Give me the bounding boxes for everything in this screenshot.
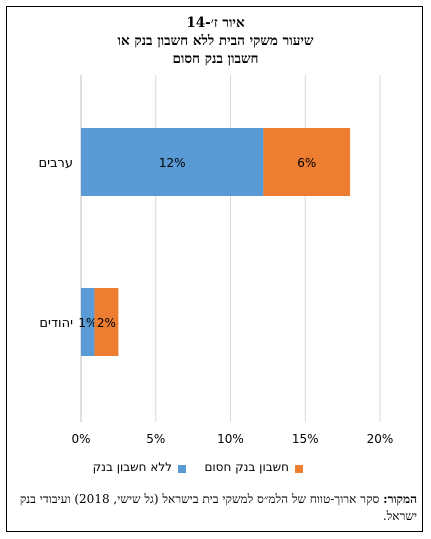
data-label: 12%: [159, 156, 186, 170]
bar-segment: [81, 128, 264, 196]
data-label: 2%: [97, 316, 116, 330]
legend-label-no-account: ללא חשבון בנק: [92, 460, 172, 474]
source-label: המקור:: [383, 492, 417, 506]
stacked-bar-chart: 0% 5% 10% 15% 20% 12% 6% ערבים 1% 2% יהודים: [38, 75, 394, 446]
legend-swatch-blocked-account: [295, 465, 303, 473]
legend-label-blocked-account: חשבון בנק חסום: [204, 460, 289, 474]
data-label: 6%: [297, 156, 316, 170]
x-tick-label: 20%: [367, 432, 394, 446]
chart-title: שיעור משקי הבית ללא חשבון בנק או: [117, 33, 314, 49]
source-text: סקר ארוך-טווח של הלמ״ס למשקי בית בישראל …: [19, 492, 417, 523]
data-label: 1%: [78, 316, 97, 330]
source-note: המקור: סקר ארוך-טווח של הלמ״ס למשקי בית …: [14, 491, 417, 525]
figure-number: איור ז׳-14: [186, 15, 245, 31]
x-tick-label: 10%: [217, 432, 244, 446]
bar-segment: [94, 288, 119, 356]
bar-segment: [81, 288, 95, 356]
chart-title-line2: חשבון בנק חסום: [172, 51, 259, 67]
x-tick-label: 15%: [292, 432, 319, 446]
legend-swatch-no-account: [178, 465, 186, 473]
x-tick-label: 0%: [71, 432, 90, 446]
category-label: ערבים: [38, 156, 73, 171]
bar-segment: [263, 128, 351, 196]
figure-frame: [6, 6, 423, 532]
x-tick-label: 5%: [146, 432, 165, 446]
category-label: יהודים: [39, 316, 73, 331]
